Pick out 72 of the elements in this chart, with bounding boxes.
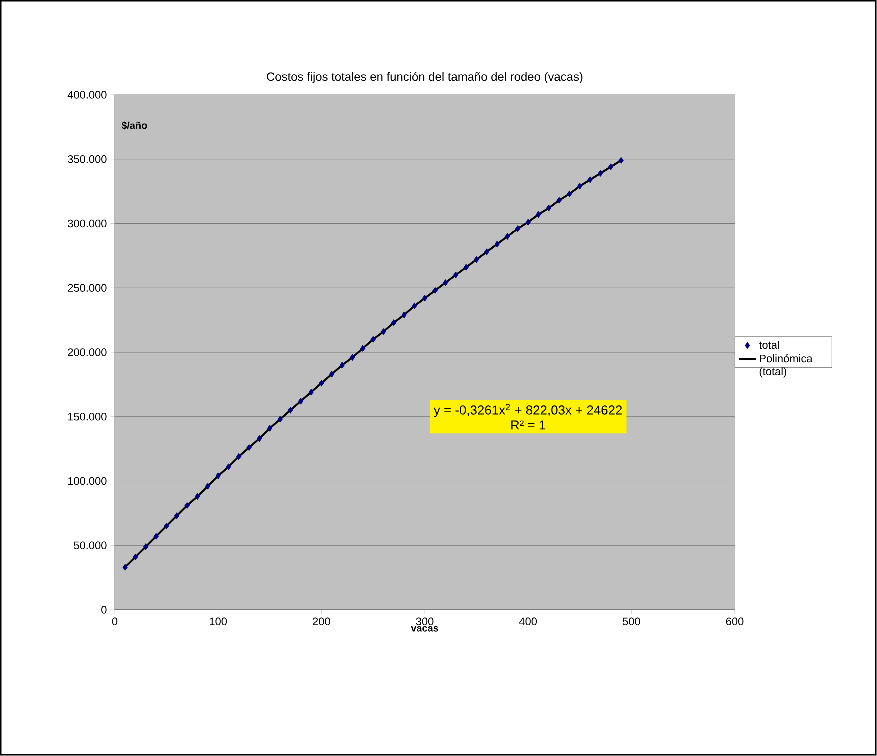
point bbox=[453, 272, 459, 279]
legend-label: total bbox=[759, 341, 780, 350]
point bbox=[164, 522, 170, 530]
point bbox=[618, 157, 624, 164]
y-tick-label: 300.000 bbox=[68, 220, 107, 228]
point bbox=[133, 554, 138, 561]
point bbox=[391, 319, 397, 326]
point bbox=[443, 280, 448, 286]
point bbox=[381, 328, 386, 336]
point bbox=[226, 464, 232, 470]
point bbox=[329, 370, 335, 378]
point bbox=[370, 336, 376, 344]
x-tick-label: 300 bbox=[416, 618, 434, 626]
point bbox=[556, 197, 562, 204]
annotation: y = -0,3261x$^{2}$ + 822,03x + 24622 bbox=[434, 404, 622, 418]
y-tick-label: 0 bbox=[102, 606, 107, 614]
point bbox=[267, 425, 273, 432]
point bbox=[432, 287, 438, 294]
point bbox=[422, 295, 428, 302]
legend-label: Polinómica (total) bbox=[760, 354, 813, 378]
y-tick-label: 50.000 bbox=[74, 542, 107, 550]
point bbox=[588, 176, 593, 184]
point bbox=[474, 256, 480, 264]
x-tick-label: 100 bbox=[210, 618, 228, 626]
point bbox=[216, 472, 221, 480]
point bbox=[412, 302, 418, 310]
point bbox=[288, 407, 294, 414]
point bbox=[184, 502, 190, 510]
x-axis-title: vacas bbox=[411, 626, 438, 632]
point bbox=[546, 204, 552, 212]
point bbox=[236, 453, 242, 460]
y-axis-title: $/año bbox=[122, 122, 148, 130]
point bbox=[494, 240, 500, 248]
point bbox=[298, 398, 304, 405]
point bbox=[205, 483, 211, 490]
point bbox=[143, 544, 149, 550]
y-tick-label: 350.000 bbox=[68, 156, 107, 164]
point bbox=[598, 170, 604, 177]
point bbox=[402, 312, 407, 319]
point bbox=[536, 211, 542, 218]
point bbox=[257, 435, 262, 442]
annotation: R² = 1 bbox=[512, 420, 546, 430]
point bbox=[577, 183, 583, 190]
point bbox=[484, 248, 490, 256]
chart-title: Costos fijos totales en función del tamaño del rodeo (vacas) bbox=[267, 72, 583, 84]
point bbox=[122, 564, 128, 571]
point bbox=[464, 264, 469, 271]
point bbox=[340, 362, 345, 369]
point bbox=[154, 533, 159, 540]
y-tick-label: 250.000 bbox=[68, 284, 107, 292]
x-tick-label: 0 bbox=[112, 618, 118, 626]
point bbox=[319, 380, 324, 387]
x-tick-label: 400 bbox=[519, 618, 538, 626]
point bbox=[278, 416, 283, 423]
point bbox=[360, 345, 366, 352]
x-tick-label: 500 bbox=[622, 618, 640, 626]
y-tick-label: 200.000 bbox=[68, 348, 107, 356]
point bbox=[567, 190, 572, 198]
point bbox=[195, 493, 200, 500]
y-tick-label: 100.000 bbox=[68, 477, 107, 486]
point bbox=[526, 219, 531, 226]
point bbox=[308, 389, 314, 396]
point bbox=[515, 225, 521, 232]
x-tick-label: 200 bbox=[313, 618, 330, 626]
point bbox=[174, 512, 180, 520]
point bbox=[608, 164, 614, 170]
y-tick-label: 400.000 bbox=[68, 91, 107, 99]
point bbox=[350, 354, 356, 362]
y-tick-label: 150.000 bbox=[68, 413, 107, 421]
point bbox=[246, 444, 252, 452]
point bbox=[505, 233, 510, 240]
x-tick-label: 600 bbox=[726, 618, 744, 626]
